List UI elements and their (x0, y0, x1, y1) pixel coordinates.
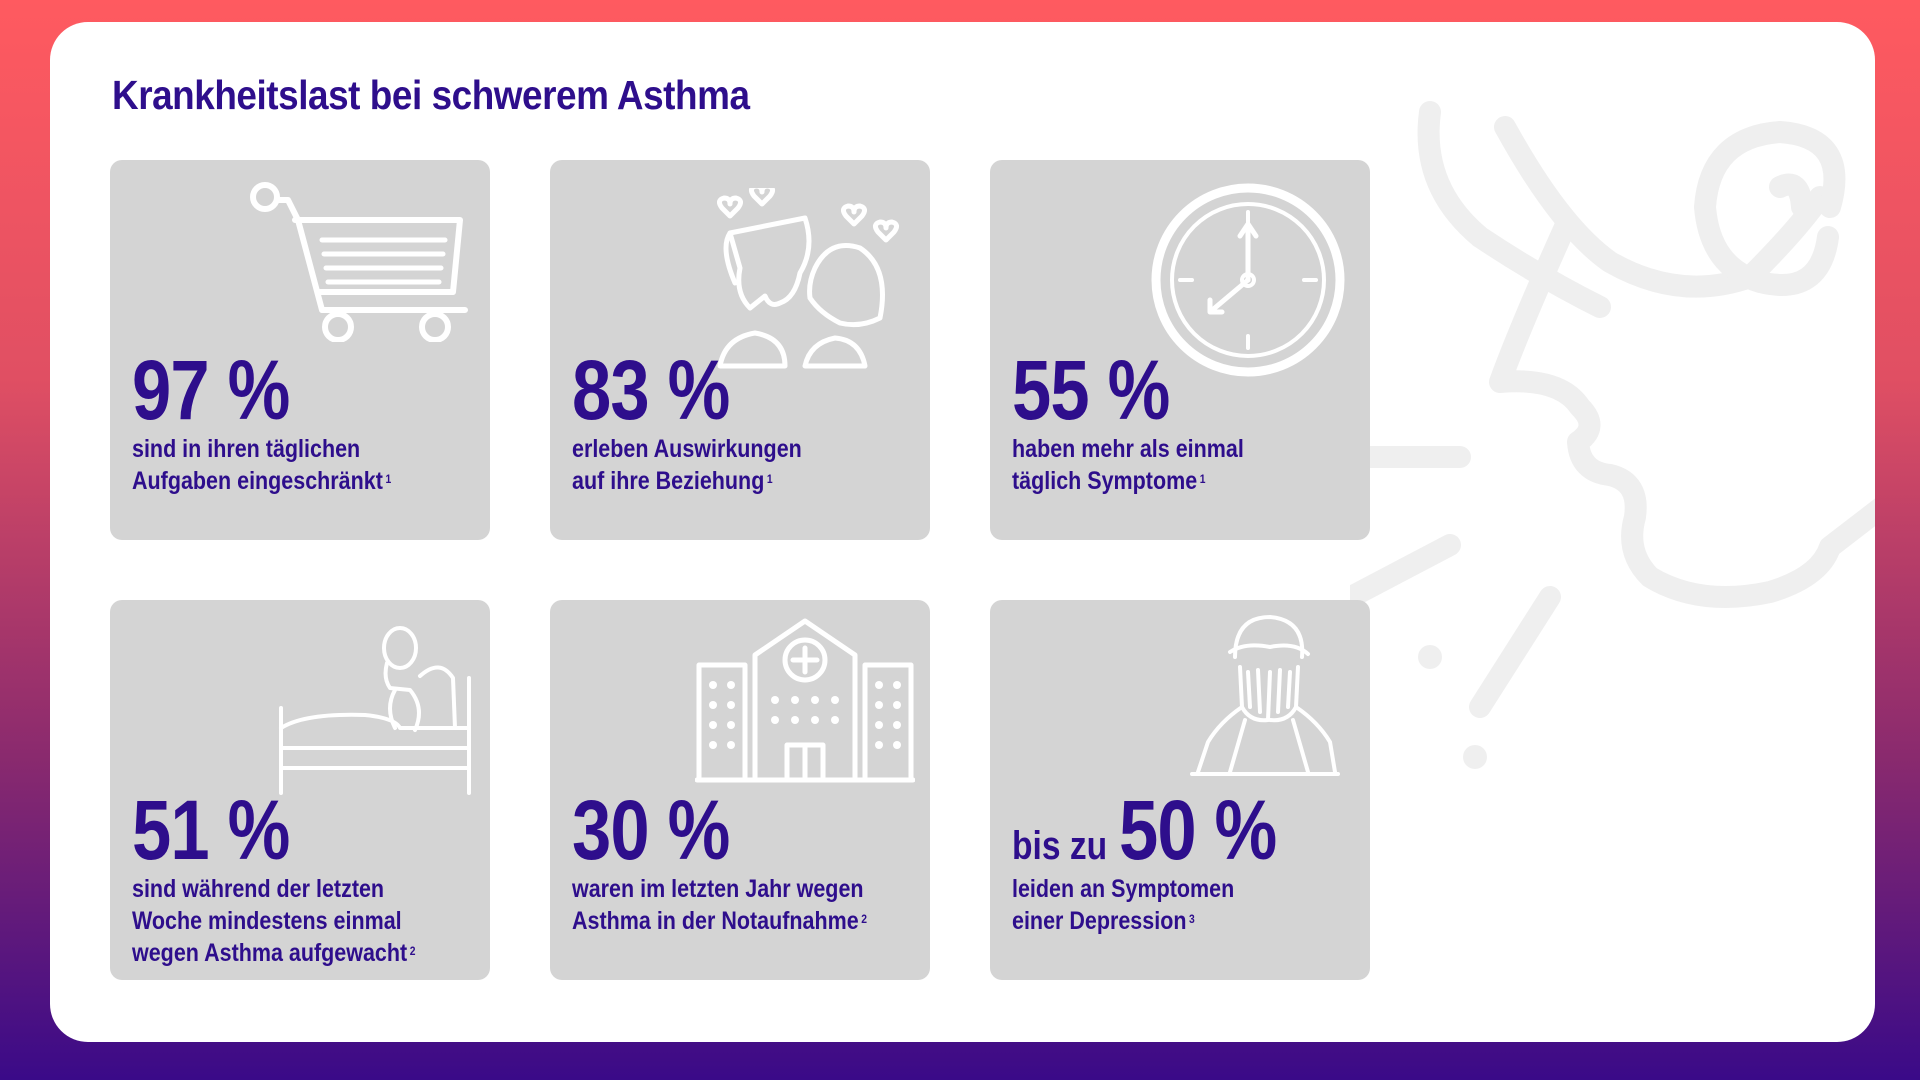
stat-tile-daily-tasks: 97 % sind in ihren täglichen Aufgaben ei… (110, 160, 490, 540)
footnote-ref: 2 (861, 912, 868, 926)
stat-value: 83 % (572, 348, 730, 432)
stat-number: 50 % (1118, 783, 1277, 877)
stat-tile-night-waking: 51 % sind während der letzten Woche mind… (110, 600, 490, 980)
description-line: leiden an Symptomen (1012, 875, 1235, 903)
footnote-ref: 1 (385, 472, 392, 486)
stat-number: 83 % (572, 343, 730, 437)
footnote-ref: 1 (1199, 472, 1206, 486)
stat-tile-depression: bis zu 50 % leiden an Symptomen einer Dep… (990, 600, 1370, 980)
stat-number: 55 % (1012, 343, 1170, 437)
clock-icon (1151, 183, 1345, 377)
stat-description: sind in ihren täglichen Aufgaben eingesc… (132, 433, 391, 497)
footnote-ref: 2 (409, 944, 416, 958)
stat-value: 97 % (132, 348, 290, 432)
description-line: haben mehr als einmal (1012, 435, 1244, 463)
stat-value: bis zu 50 % (1012, 788, 1277, 872)
stat-prefix: bis zu (1012, 824, 1108, 868)
stat-tile-emergency: 30 % waren im letzten Jahr wegen Asthma … (550, 600, 930, 980)
bed-person-icon (279, 626, 471, 795)
face-in-hands-icon (1190, 615, 1340, 776)
stat-description: waren im letzten Jahr wegen Asthma in de… (572, 873, 867, 937)
description-line: waren im letzten Jahr wegen (572, 875, 864, 903)
stat-tile-relationship: 83 % erleben Auswirkungen auf ihre Bezie… (550, 160, 930, 540)
stat-description: erleben Auswirkungen auf ihre Beziehung 1 (572, 433, 802, 497)
stat-number: 51 % (132, 783, 290, 877)
stat-number: 97 % (132, 343, 290, 437)
stat-description: leiden an Symptomen einer Depression 3 (1012, 873, 1234, 937)
stat-number: 30 % (572, 783, 730, 877)
description-line: erleben Auswirkungen (572, 435, 802, 463)
stat-tile-symptoms: 55 % haben mehr als einmal täglich Sympt… (990, 160, 1370, 540)
stat-description: haben mehr als einmal täglich Symptome 1 (1012, 433, 1244, 497)
description-line: Asthma in der Notaufnahme (572, 907, 859, 935)
breathing-face-outline-icon (1350, 101, 1875, 769)
content-card: Krankheitslast bei schwerem Asthma 97 % … (50, 22, 1875, 1042)
description-line: einer Depression (1012, 907, 1187, 935)
description-line: wegen Asthma aufgewacht (132, 939, 408, 967)
couple-kiss-icon (716, 188, 900, 369)
description-line: Woche mindestens einmal (132, 907, 402, 935)
description-line: sind in ihren täglichen (132, 435, 361, 463)
stat-value: 55 % (1012, 348, 1170, 432)
hospital-icon (695, 618, 915, 783)
stat-value: 30 % (572, 788, 730, 872)
description-line: auf ihre Beziehung (572, 467, 765, 495)
stat-value: 51 % (132, 788, 290, 872)
description-line: Aufgaben eingeschränkt (132, 467, 383, 495)
description-line: täglich Symptome (1012, 467, 1198, 495)
shopping-cart-icon (250, 182, 468, 342)
description-line: sind während der letzten (132, 875, 385, 903)
footnote-ref: 1 (766, 472, 773, 486)
footnote-ref: 3 (1189, 912, 1195, 926)
stat-description: sind während der letzten Woche mindesten… (132, 873, 416, 969)
page-title: Krankheitslast bei schwerem Asthma (112, 72, 750, 118)
